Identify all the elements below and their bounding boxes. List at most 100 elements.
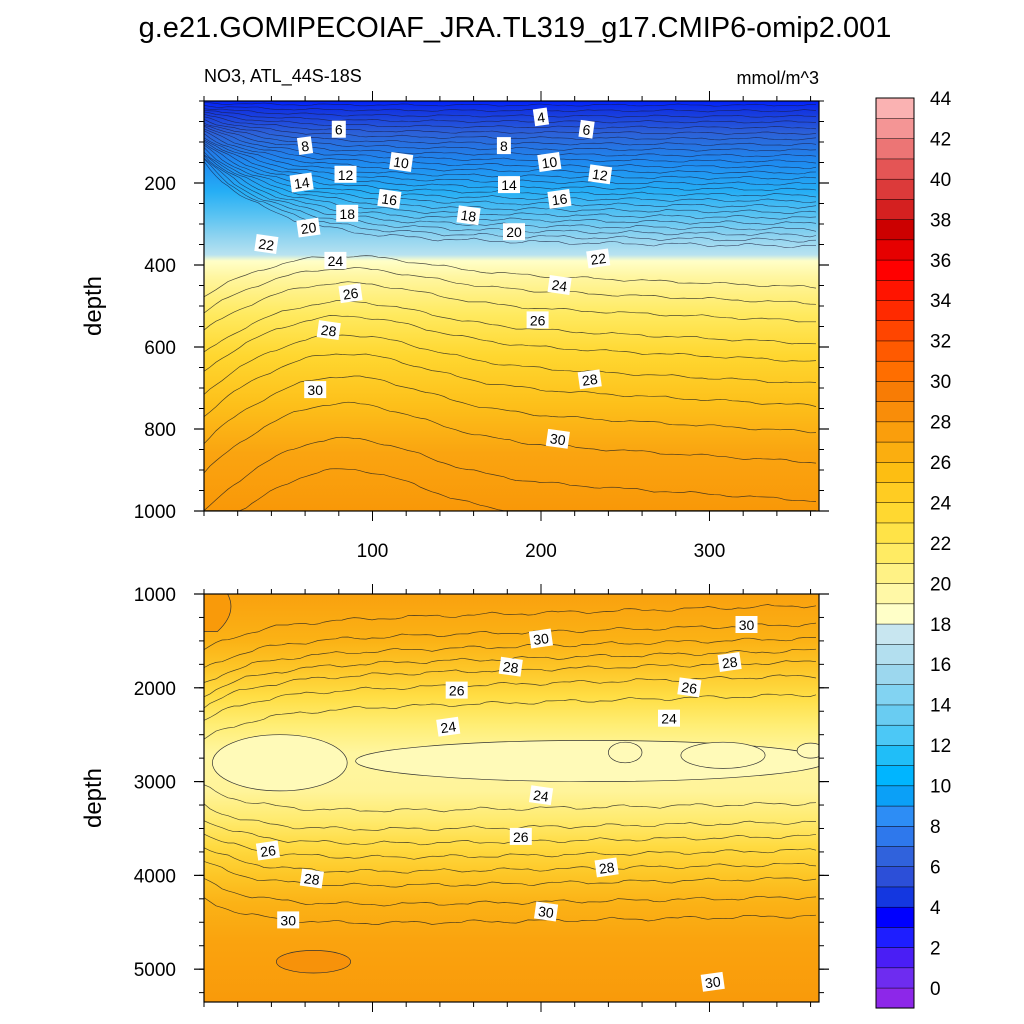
- contour-label: 24: [324, 251, 347, 269]
- contour-label-box: [255, 840, 281, 861]
- contour-label: 12: [334, 165, 357, 183]
- contour-label-box: [594, 857, 619, 878]
- contour-label-box: [537, 152, 562, 172]
- contour-label: 30: [304, 381, 327, 399]
- contour-label-text: 28: [721, 653, 739, 671]
- contour-label-text: 18: [339, 206, 355, 222]
- contour-label-box: [289, 172, 314, 193]
- contour-label-text: 12: [591, 166, 609, 184]
- contour-label: 16: [377, 188, 402, 209]
- contour-label-box: [254, 234, 279, 254]
- colorbar-swatch: [875, 562, 915, 584]
- colorbar-swatch: [875, 97, 915, 119]
- contour-label-box: [456, 205, 481, 226]
- colorbar-swatch: [875, 219, 915, 241]
- contour-label: 8: [496, 137, 511, 155]
- colorbar-swatch: [875, 542, 915, 564]
- colorbar-tick-label: 44: [930, 89, 952, 110]
- contour-label-box: [717, 652, 742, 672]
- y-tick-label: 800: [144, 420, 176, 441]
- upper-y-axis-label: depth: [80, 276, 107, 336]
- contour-line: [204, 151, 817, 220]
- contour-label-text: 10: [392, 153, 410, 171]
- contour-label-text: 30: [704, 973, 722, 991]
- contour-label-text: 14: [501, 177, 517, 193]
- lower-plot-frame: [203, 593, 820, 1003]
- colorbar-tick-label: 36: [930, 251, 951, 272]
- contour-label: 20: [503, 223, 525, 241]
- contour-label: 28: [498, 656, 523, 677]
- colorbar-tick-label: 30: [930, 372, 951, 393]
- contour-label: 26: [255, 840, 281, 861]
- contour-label-box: [700, 971, 725, 992]
- contour-label-box: [526, 311, 549, 329]
- colorbar-swatch: [875, 906, 915, 928]
- lower-y-axis-label: depth: [80, 768, 107, 828]
- contour-line: [204, 878, 817, 907]
- contour-label-box: [532, 107, 550, 127]
- contour-label-box: [503, 223, 525, 241]
- colorbar-swatch: [875, 138, 915, 160]
- contour-label-text: 24: [661, 711, 677, 727]
- colorbar-swatch: [875, 845, 915, 867]
- contour-region: [680, 741, 766, 769]
- contour-label-box: [578, 119, 595, 139]
- contour-label-text: 26: [530, 312, 546, 328]
- y-tick-label: 3000: [134, 773, 176, 794]
- contour-label: 28: [594, 857, 619, 878]
- contour-label-box: [545, 428, 570, 449]
- contour-label: 28: [299, 868, 324, 889]
- contour-label-box: [509, 827, 532, 845]
- colorbar-swatch: [875, 583, 915, 605]
- contour-region: [608, 741, 643, 764]
- contour-label-box: [677, 677, 702, 698]
- contour-line: [204, 436, 817, 511]
- colorbar-swatch: [875, 704, 915, 726]
- colorbar-tick-label: 38: [930, 210, 951, 231]
- contour-label: 18: [336, 204, 359, 222]
- colorbar-tick-label: 16: [930, 655, 951, 676]
- contour-label: 28: [316, 320, 341, 341]
- contour-label: 24: [658, 709, 680, 727]
- contour-label: 30: [545, 428, 570, 449]
- contour-label-box: [338, 283, 363, 304]
- contour-label-text: 24: [328, 253, 344, 269]
- colorbar-tick-label: 40: [930, 170, 951, 191]
- contour-label: 14: [498, 176, 520, 194]
- contour-line: [204, 353, 817, 417]
- contour-label-text: 28: [320, 322, 338, 340]
- contour-line: [204, 300, 817, 353]
- contour-label: 22: [254, 234, 279, 254]
- contour-label-box: [316, 320, 341, 341]
- contour-label: 8: [296, 136, 314, 155]
- contour-label: 10: [537, 152, 562, 172]
- contour-label-text: 22: [589, 250, 607, 268]
- contour-label: 26: [526, 311, 549, 329]
- contour-label-text: 6: [582, 121, 592, 138]
- colorbar: 0246810121416182022242628303234363840424…: [875, 89, 952, 1009]
- contour-label: 12: [587, 164, 613, 185]
- colorbar-swatch: [875, 299, 915, 321]
- contour-label: 10: [389, 152, 414, 172]
- y-tick-label: 4000: [134, 866, 176, 887]
- contour-label-box: [658, 709, 680, 727]
- contour-label-box: [377, 188, 402, 209]
- y-tick-label: 400: [144, 256, 176, 277]
- colorbar-swatch: [875, 259, 915, 281]
- contour-line: [204, 147, 817, 214]
- contour-label-text: 26: [680, 679, 698, 697]
- contour-label-text: 10: [541, 153, 559, 171]
- contour-label-box: [498, 176, 520, 194]
- contour-label-text: 4: [536, 109, 546, 126]
- contour-line: [204, 105, 817, 113]
- y-tick-label: 200: [144, 174, 176, 195]
- colorbar-tick-label: 42: [930, 129, 951, 150]
- contour-line: [204, 267, 817, 314]
- contour-line: [204, 693, 817, 740]
- upper-axis-ticks: 200 400 600 800 1000 100 200 300: [134, 91, 829, 562]
- contour-line: [204, 784, 817, 813]
- contour-label-box: [586, 248, 611, 269]
- colorbar-swatch: [875, 967, 915, 989]
- contour-label-box: [304, 381, 327, 399]
- contour-label-text: 28: [502, 658, 520, 676]
